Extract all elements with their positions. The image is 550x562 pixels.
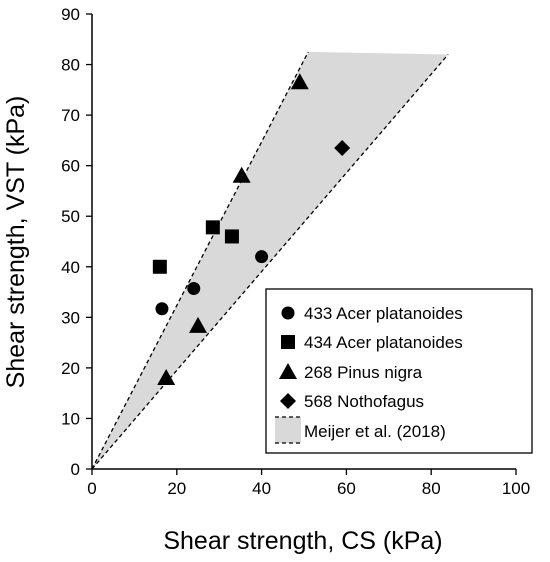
- data-point-triangle: [232, 166, 251, 183]
- x-tick-label: 100: [502, 479, 530, 498]
- series-triangle: [157, 73, 309, 385]
- data-point-square: [224, 229, 239, 244]
- band-lower-line: [91, 54, 449, 470]
- x-tick-label: 80: [422, 479, 441, 498]
- data-point-circle: [187, 282, 201, 296]
- band-upper-line: [91, 51, 309, 470]
- legend-marker-circle: [281, 306, 295, 320]
- legend-label: 568 Nothofagus: [304, 392, 424, 411]
- axes: [91, 14, 516, 470]
- data-point-circle: [255, 250, 269, 264]
- x-tick-label: 0: [87, 479, 96, 498]
- meijer-band: [91, 51, 449, 470]
- data-point-triangle: [189, 316, 207, 333]
- y-tick-label: 60: [61, 157, 80, 176]
- y-tick-label: 90: [61, 5, 80, 24]
- data-point-triangle: [290, 73, 309, 90]
- series-circle: [155, 250, 269, 316]
- y-tick-label: 50: [61, 207, 80, 226]
- y-axis-title: Shear strength, VST (kPa): [2, 96, 30, 389]
- legend-label: 434 Acer platanoides: [304, 333, 463, 352]
- series-square: [152, 220, 239, 274]
- x-tick-label: 20: [167, 479, 186, 498]
- data-point-square: [152, 259, 167, 274]
- data-point-circle: [155, 302, 169, 316]
- legend-marker-diamond: [280, 393, 296, 409]
- series-diamond: [334, 139, 351, 156]
- y-tick-label: 0: [71, 460, 80, 479]
- data-points: [152, 73, 351, 385]
- data-point-triangle: [157, 369, 176, 385]
- legend-box: [265, 288, 533, 454]
- band-fill: [92, 51, 449, 470]
- data-point-diamond: [334, 139, 351, 156]
- data-point-square: [205, 220, 220, 235]
- x-tick-label: 40: [252, 479, 271, 498]
- y-tick-label: 20: [61, 359, 80, 378]
- legend-marker-square: [281, 335, 295, 349]
- y-tick-label: 70: [61, 106, 80, 125]
- y-tick-label: 10: [61, 409, 80, 428]
- legend-label: 268 Pinus nigra: [304, 363, 423, 382]
- x-tick-label: 60: [337, 479, 356, 498]
- y-tick-label: 80: [61, 56, 80, 75]
- y-tick-label: 30: [61, 308, 80, 327]
- y-tick-label: 40: [61, 258, 80, 277]
- tick-labels: 0 10 20 30 40 50 60 70 80 90 0 20 40 60 80 100: [61, 5, 530, 498]
- legend-marker-triangle: [279, 363, 297, 379]
- legend: 433 Acer platanoides 434 Acer platanoides…: [265, 288, 533, 454]
- legend-label: 433 Acer platanoides: [304, 304, 463, 323]
- legend-label: Meijer et al. (2018): [304, 422, 446, 441]
- x-axis-title: Shear strength, CS (kPa): [163, 527, 442, 555]
- legend-band-swatch: [275, 417, 301, 443]
